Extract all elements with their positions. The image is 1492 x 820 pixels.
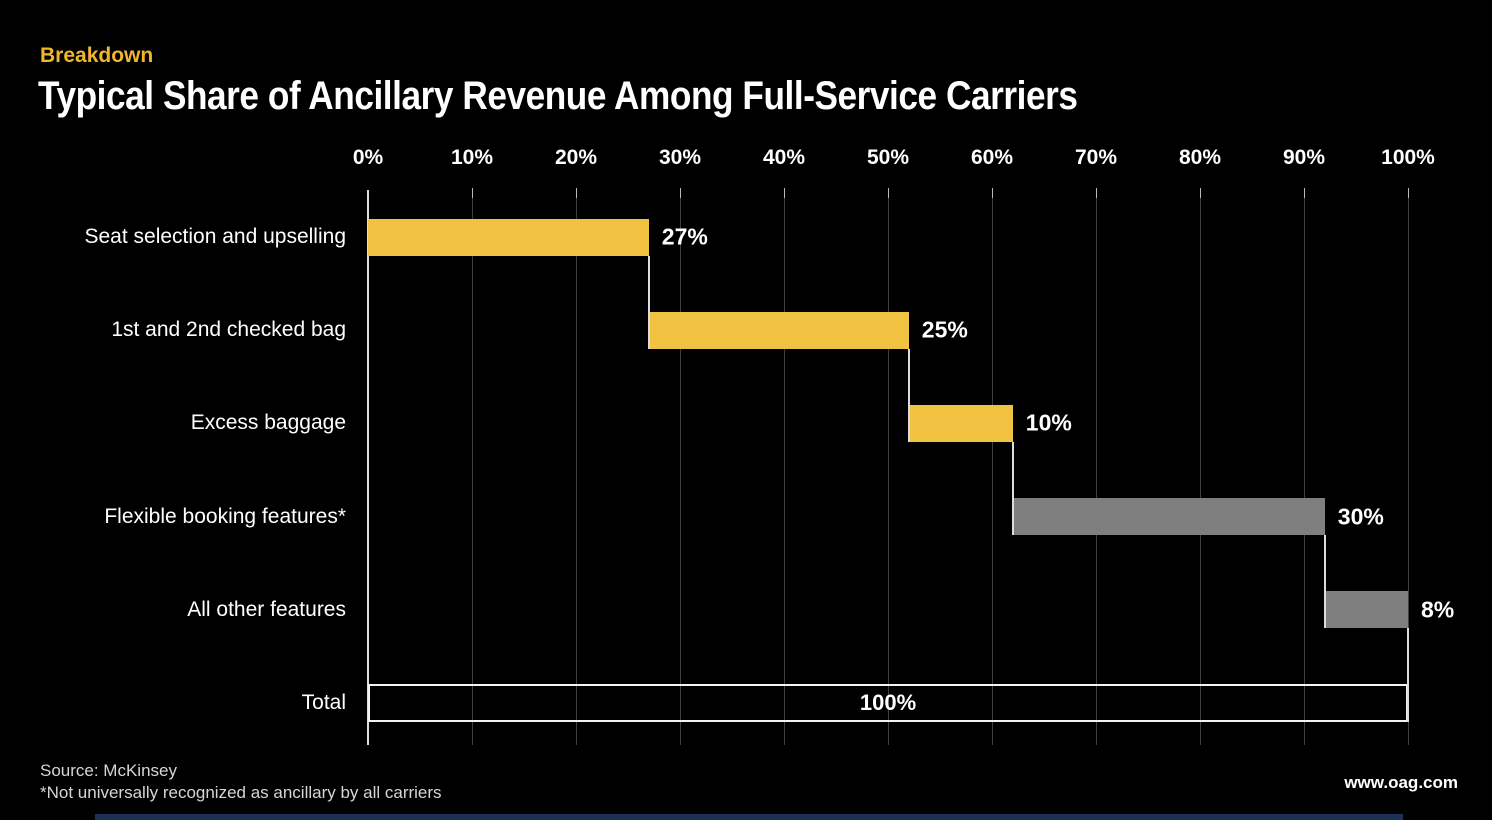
gridline [1408,190,1409,745]
connector-line [907,348,910,442]
page-title: Typical Share of Ancillary Revenue Among… [38,74,1078,118]
x-tick-label: 20% [554,146,598,169]
total-bar: 100% [368,684,1408,722]
connector-line [647,255,650,349]
value-label: 30% [1337,503,1384,530]
bar-segment [368,218,649,256]
bar-segment [1324,591,1408,629]
footnote-text: *Not universally recognized as ancillary… [40,783,442,802]
gridline [992,190,993,745]
connector-line [1011,441,1014,536]
value-label: 27% [661,223,708,250]
x-tick-label: 100% [1381,146,1435,169]
x-tick-label: 10% [450,146,494,169]
x-tick-label: 70% [1074,146,1118,169]
bar-segment [1012,498,1325,536]
category-label: 1st and 2nd checked bag [111,318,346,342]
gridline [576,190,577,745]
category-label: Seat selection and upselling [84,225,346,248]
x-tick-label: 80% [1178,146,1222,169]
gridline [888,190,889,745]
tick-mark [472,188,473,198]
x-tick-label: 50% [866,146,910,169]
gridline [1304,190,1305,745]
tick-mark [1200,188,1201,198]
source-text: Source: McKinsey [40,761,177,780]
bar-segment [908,404,1013,442]
y-axis-line [367,190,369,745]
total-value-label: 100% [859,690,917,715]
tick-mark [784,188,785,198]
x-tick-label: 90% [1282,146,1326,169]
tick-mark [1304,188,1305,198]
x-tick-label: 0% [352,146,384,169]
tick-mark [576,188,577,198]
brand-bar [95,814,1403,820]
category-label: All other features [187,597,346,621]
website-url: www.oag.com [1344,773,1458,792]
category-label: Excess baggage [190,411,346,435]
kicker: Breakdown [40,44,154,67]
tick-mark [1408,188,1409,198]
connector-line [1407,628,1409,722]
tick-mark [992,188,993,198]
gridline [1096,190,1097,745]
connector-line [1323,535,1326,629]
x-tick-label: 30% [658,146,702,169]
value-label: 25% [921,316,968,343]
gridline [784,190,785,745]
tick-mark [888,188,889,198]
x-tick-label: 40% [762,146,806,169]
gridline [680,190,681,745]
gridline [472,190,473,745]
gridline [1200,190,1201,745]
value-label: 8% [1421,596,1455,623]
category-label: Flexible booking features* [104,504,346,528]
value-label: 10% [1025,409,1072,436]
tick-mark [1096,188,1097,198]
x-tick-label: 60% [970,146,1014,169]
category-label: Total [301,691,346,714]
tick-mark [680,188,681,198]
bar-segment [648,311,909,349]
